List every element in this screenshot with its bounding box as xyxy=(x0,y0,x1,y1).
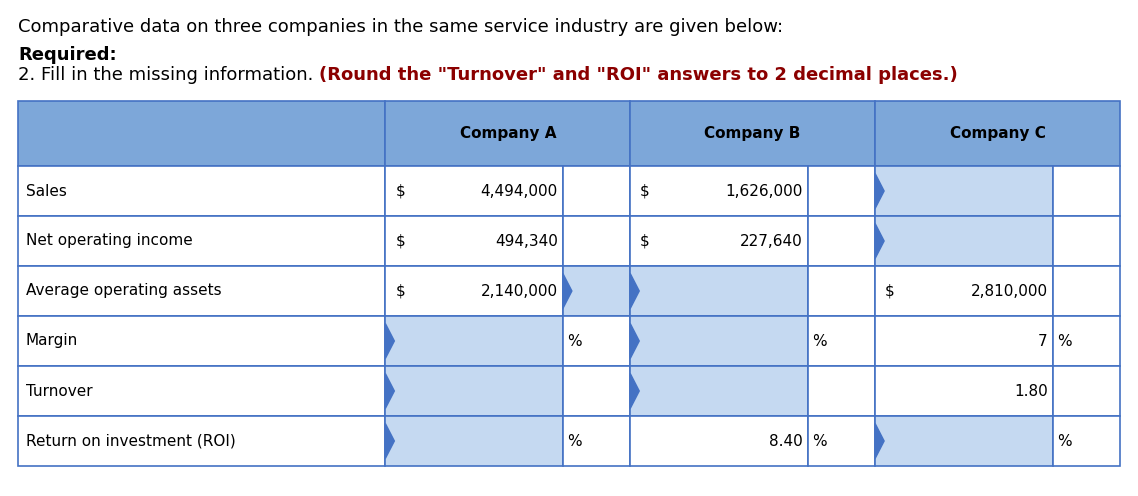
Bar xyxy=(386,366,563,416)
Bar xyxy=(1053,316,1120,366)
Text: 1,626,000: 1,626,000 xyxy=(725,184,802,198)
Text: Net operating income: Net operating income xyxy=(26,234,192,248)
Bar xyxy=(18,216,386,266)
Bar xyxy=(630,166,808,216)
Polygon shape xyxy=(386,323,395,359)
Text: Comparative data on three companies in the same service industry are given below: Comparative data on three companies in t… xyxy=(18,18,783,36)
Bar xyxy=(386,101,630,166)
Bar xyxy=(630,416,808,466)
Text: $: $ xyxy=(641,184,650,198)
Bar xyxy=(18,316,386,366)
Bar xyxy=(875,366,1053,416)
Text: 2,140,000: 2,140,000 xyxy=(480,284,558,299)
Bar xyxy=(875,316,1053,366)
Text: $: $ xyxy=(885,284,894,299)
Bar xyxy=(563,366,630,416)
Text: (Round the "Turnover" and "ROI" answers to 2 decimal places.): (Round the "Turnover" and "ROI" answers … xyxy=(319,66,958,84)
Bar xyxy=(386,266,563,316)
Text: %: % xyxy=(1057,434,1071,448)
Bar xyxy=(563,416,630,466)
Polygon shape xyxy=(386,373,395,409)
Text: Turnover: Turnover xyxy=(26,383,92,398)
Bar xyxy=(875,166,1053,216)
Bar xyxy=(630,366,808,416)
Text: $: $ xyxy=(641,234,650,248)
Text: %: % xyxy=(1057,333,1071,349)
Bar xyxy=(386,316,563,366)
Bar xyxy=(808,216,875,266)
Bar xyxy=(808,366,875,416)
Bar xyxy=(563,166,630,216)
Bar xyxy=(630,216,808,266)
Text: Company A: Company A xyxy=(460,126,556,141)
Bar xyxy=(563,266,630,316)
Text: 7: 7 xyxy=(1038,333,1048,349)
Bar xyxy=(18,266,386,316)
Text: %: % xyxy=(811,434,826,448)
Text: $: $ xyxy=(395,184,405,198)
Polygon shape xyxy=(875,424,884,458)
Bar xyxy=(875,416,1053,466)
Polygon shape xyxy=(630,273,640,309)
Bar xyxy=(1053,366,1120,416)
Bar xyxy=(630,316,808,366)
Bar xyxy=(1053,416,1120,466)
Text: Average operating assets: Average operating assets xyxy=(26,284,222,299)
Text: %: % xyxy=(811,333,826,349)
Bar xyxy=(630,101,875,166)
Text: Sales: Sales xyxy=(26,184,67,198)
Text: %: % xyxy=(567,333,582,349)
Text: 227,640: 227,640 xyxy=(740,234,802,248)
Polygon shape xyxy=(875,224,884,258)
Text: $: $ xyxy=(395,284,405,299)
Bar xyxy=(808,316,875,366)
Text: 2. Fill in the missing information.: 2. Fill in the missing information. xyxy=(18,66,319,84)
Bar xyxy=(18,366,386,416)
Bar xyxy=(875,216,1053,266)
Bar xyxy=(18,101,386,166)
Polygon shape xyxy=(386,424,395,458)
Bar xyxy=(630,266,808,316)
Text: 494,340: 494,340 xyxy=(495,234,558,248)
Bar xyxy=(808,416,875,466)
Bar xyxy=(563,316,630,366)
Bar xyxy=(875,101,1120,166)
Polygon shape xyxy=(875,174,884,208)
Text: 8.40: 8.40 xyxy=(769,434,802,448)
Polygon shape xyxy=(563,273,572,309)
Text: 2,810,000: 2,810,000 xyxy=(971,284,1048,299)
Polygon shape xyxy=(630,323,640,359)
Text: Company C: Company C xyxy=(949,126,1046,141)
Text: $: $ xyxy=(395,234,405,248)
Bar xyxy=(875,266,1053,316)
Bar xyxy=(386,216,563,266)
Text: Company B: Company B xyxy=(704,126,801,141)
Bar xyxy=(808,166,875,216)
Bar xyxy=(1053,266,1120,316)
Bar xyxy=(18,166,386,216)
Bar xyxy=(1053,166,1120,216)
Bar xyxy=(386,166,563,216)
Text: 4,494,000: 4,494,000 xyxy=(480,184,558,198)
Text: Required:: Required: xyxy=(18,46,116,64)
Bar xyxy=(18,416,386,466)
Bar xyxy=(563,216,630,266)
Text: %: % xyxy=(567,434,582,448)
Text: 1.80: 1.80 xyxy=(1014,383,1048,398)
Bar xyxy=(808,266,875,316)
Polygon shape xyxy=(630,373,640,409)
Text: Return on investment (ROI): Return on investment (ROI) xyxy=(26,434,236,448)
Bar xyxy=(1053,216,1120,266)
Text: Margin: Margin xyxy=(26,333,79,349)
Bar xyxy=(386,416,563,466)
